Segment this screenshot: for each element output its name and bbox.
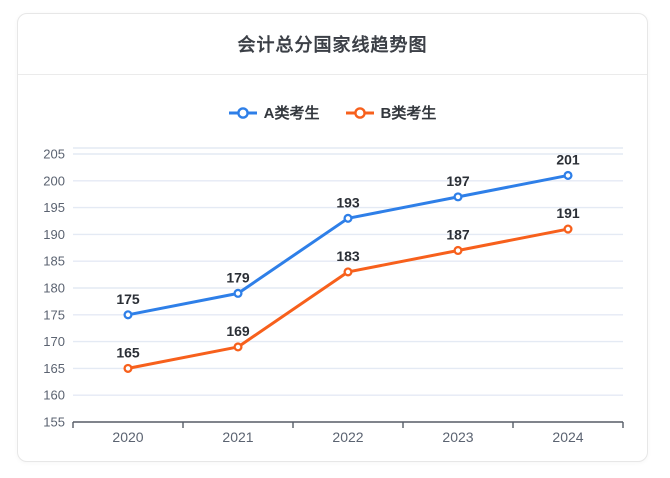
y-axis-label: 195 xyxy=(43,200,65,215)
series-b: 165 169 183 187 191 xyxy=(116,205,580,373)
x-axis-label: 2023 xyxy=(442,429,473,445)
data-point xyxy=(233,288,243,298)
y-axis-label: 185 xyxy=(43,254,65,269)
legend-item-b[interactable]: B类考生 xyxy=(345,102,437,123)
line-marker-icon xyxy=(228,106,257,119)
y-axis-label: 205 xyxy=(43,147,65,162)
data-point-label: 187 xyxy=(446,226,470,242)
legend-item-a[interactable]: A类考生 xyxy=(228,102,320,123)
y-axis-label: 190 xyxy=(43,227,65,242)
data-point xyxy=(233,342,243,352)
y-axis-label: 200 xyxy=(43,173,65,188)
series-a: 175 179 193 197 201 xyxy=(116,151,580,320)
data-point xyxy=(343,267,353,277)
data-point xyxy=(563,170,573,180)
data-point-label: 175 xyxy=(116,291,140,307)
data-point xyxy=(453,192,463,202)
line-chart: 175 179 193 197 201 165 169 183 187 191 155 160 165… xyxy=(43,147,624,446)
series-line xyxy=(126,227,570,370)
legend-label-a: A类考生 xyxy=(263,105,320,122)
y-axis-label: 165 xyxy=(43,361,65,376)
y-axis-label: 180 xyxy=(43,281,65,296)
data-point-label: 179 xyxy=(226,269,250,285)
data-point xyxy=(123,363,133,373)
y-axis-label: 155 xyxy=(43,415,65,430)
data-point-label: 165 xyxy=(116,344,140,360)
data-point-label: 201 xyxy=(556,151,580,167)
x-axis-label: 2022 xyxy=(332,429,363,445)
data-point-label: 193 xyxy=(336,194,360,210)
data-point-label: 191 xyxy=(556,205,580,221)
series-line xyxy=(126,173,570,317)
line-marker-icon xyxy=(345,106,374,119)
legend-label-b: B类考生 xyxy=(380,105,437,122)
x-axis-label: 2021 xyxy=(222,429,253,445)
data-point xyxy=(123,310,133,320)
grid-layer xyxy=(73,147,623,396)
data-point-label: 169 xyxy=(226,323,250,339)
y-axis-label: 170 xyxy=(43,334,65,349)
data-point xyxy=(343,213,353,223)
y-axis-label: 160 xyxy=(43,388,65,403)
chart-card: 会计总分国家线趋势图 A类考生 B类考生 175 179 193 197 201 165 1… xyxy=(17,13,648,462)
y-axis-label: 175 xyxy=(43,307,65,322)
data-point xyxy=(563,224,573,234)
chart-title: 会计总分国家线趋势图 xyxy=(237,35,428,55)
data-point-label: 197 xyxy=(446,173,470,189)
x-axis-label: 2024 xyxy=(552,429,583,445)
series-layer: 175 179 193 197 201 165 169 183 187 191 xyxy=(116,151,580,373)
chart-header: 会计总分国家线趋势图 xyxy=(18,14,647,75)
data-point xyxy=(453,245,463,256)
axis-layer xyxy=(72,421,624,428)
chart-legend: A类考生 B类考生 xyxy=(18,102,647,123)
x-axis-label: 2020 xyxy=(112,429,143,445)
label-layer: 155 160 165 170 175 180 185 190 195 200 205 2020 202… xyxy=(43,147,583,446)
data-point-label: 183 xyxy=(336,248,360,264)
